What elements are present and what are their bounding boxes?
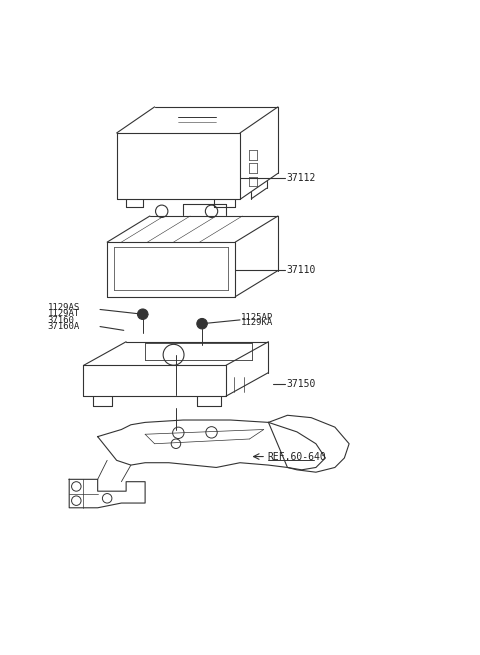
- Text: 37110: 37110: [287, 265, 316, 274]
- Text: 37112: 37112: [287, 173, 316, 183]
- Text: 37160: 37160: [48, 316, 75, 326]
- Text: REF.60-640: REF.60-640: [267, 451, 326, 462]
- Text: 1129KA: 1129KA: [241, 318, 273, 328]
- Circle shape: [197, 318, 207, 329]
- Text: 1129AS: 1129AS: [48, 303, 80, 312]
- Circle shape: [137, 309, 148, 320]
- Text: 37160A: 37160A: [48, 322, 80, 331]
- Text: 1129AT: 1129AT: [48, 309, 80, 318]
- Text: 37150: 37150: [287, 379, 316, 389]
- Text: 1125AP: 1125AP: [241, 312, 273, 322]
